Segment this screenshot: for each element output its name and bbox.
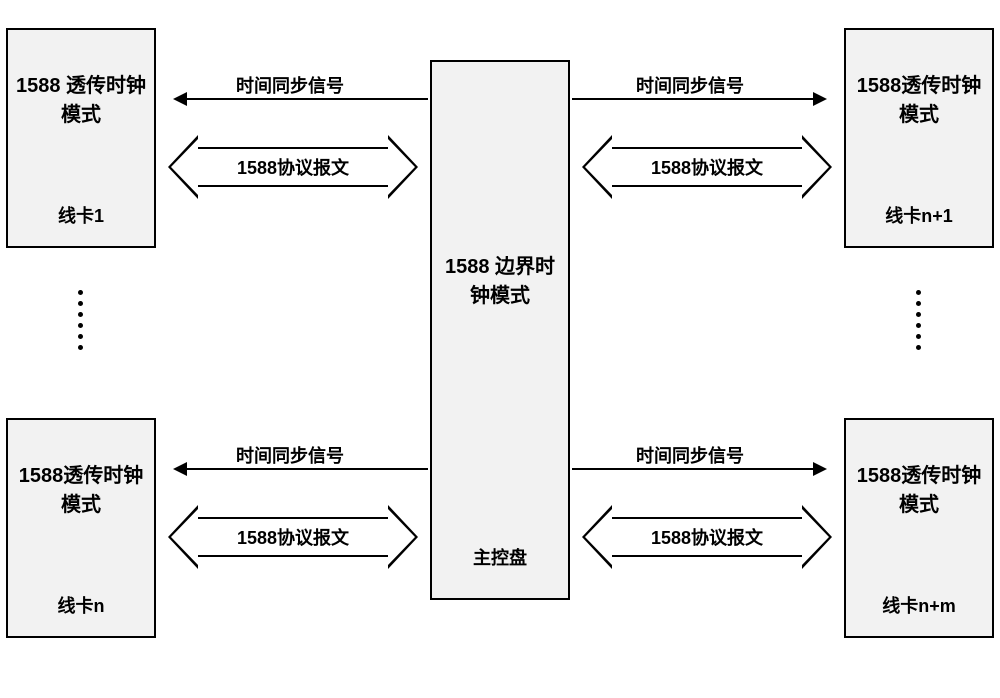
protocol-arrow-bl: 1588协议报文 [168,505,418,569]
line-card-1-mode: 1588 透传时钟模式 [8,69,154,127]
arrow-head-left-icon [582,135,612,199]
protocol-arrow-tr: 1588协议报文 [582,135,832,199]
arrow-head-left-icon [582,505,612,569]
protocol-arrow-tl: 1588协议报文 [168,135,418,199]
arrow-head-left-icon [168,135,198,199]
line-card-n-mode: 1588透传时钟模式 [8,459,154,517]
line-card-n-plus-m: 1588透传时钟模式 线卡n+m [844,418,994,638]
protocol-label-tr: 1588协议报文 [612,147,802,187]
line-card-1-name: 线卡1 [58,202,104,228]
sync-arrow-tr [572,98,815,100]
protocol-label-tl: 1588协议报文 [198,147,388,187]
sync-label-tr: 时间同步信号 [636,72,744,98]
line-card-n-plus-1-name: 线卡n+1 [885,202,953,228]
line-card-n-plus-1: 1588透传时钟模式 线卡n+1 [844,28,994,248]
center-name-label: 主控盘 [473,544,527,570]
sync-label-bl: 时间同步信号 [236,442,344,468]
sync-arrow-bl [185,468,428,470]
arrow-head-right-icon [388,135,418,199]
line-card-1: 1588 透传时钟模式 线卡1 [6,28,156,248]
protocol-label-bl: 1588协议报文 [198,517,388,557]
arrow-head-right-icon [802,505,832,569]
line-card-n-plus-m-name: 线卡n+m [882,592,956,618]
arrow-head-right-icon [802,135,832,199]
line-card-n: 1588透传时钟模式 线卡n [6,418,156,638]
sync-arrow-br [572,468,815,470]
vdots-right [916,290,921,350]
arrow-head-right-icon [388,505,418,569]
protocol-arrow-br: 1588协议报文 [582,505,832,569]
sync-label-tl: 时间同步信号 [236,72,344,98]
arrow-head-left-icon [168,505,198,569]
line-card-n-plus-m-mode: 1588透传时钟模式 [846,459,992,517]
vdots-left [78,290,83,350]
line-card-n-plus-1-mode: 1588透传时钟模式 [846,69,992,127]
sync-arrow-tl [185,98,428,100]
center-main-control: 1588 边界时钟模式 主控盘 [430,60,570,600]
line-card-n-name: 线卡n [58,592,105,618]
center-mode-label: 1588 边界时钟模式 [432,250,568,308]
protocol-label-br: 1588协议报文 [612,517,802,557]
sync-label-br: 时间同步信号 [636,442,744,468]
